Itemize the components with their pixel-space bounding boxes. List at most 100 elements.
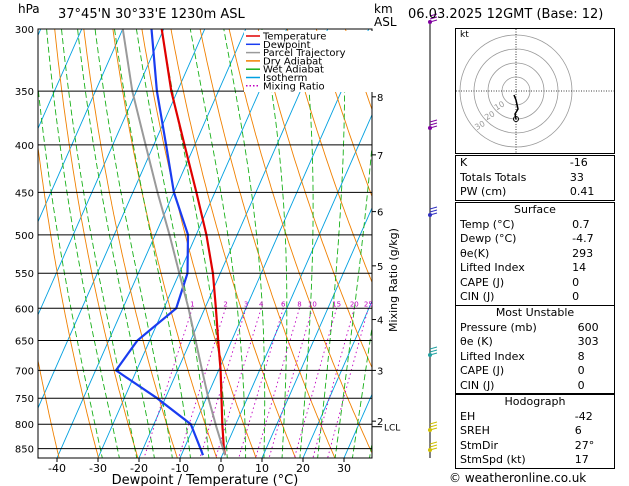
mu-value: 0 — [577, 364, 585, 377]
mixing-ratio-axis-title: Mixing Ratio (g/kg) — [387, 228, 400, 332]
pressure-tick-label: 850 — [15, 445, 34, 456]
mu-row: CIN (J) 0 — [456, 379, 615, 394]
hp-row: StmDir 27° — [456, 439, 615, 454]
dry-adiabat — [170, 29, 296, 458]
index-value: -16 — [569, 156, 588, 169]
dry-adiabat — [286, 29, 372, 284]
mixing-ratio-label: 20 — [350, 300, 359, 308]
wet-adiabat — [261, 29, 288, 458]
hp-row: StmSpd (kt) 17 — [456, 453, 615, 468]
wind-barb — [429, 441, 438, 445]
mu-row: θe (K) 303 — [456, 335, 615, 350]
most-unstable-table: Most Unstable Pressure (mb) 600 θe (K) 303… — [455, 305, 615, 394]
wind-barb — [429, 346, 438, 350]
isotherm-line — [38, 29, 124, 223]
wet-adiabat — [223, 29, 266, 458]
x-tick-label: 0 — [218, 462, 225, 475]
asl-label: ASL — [374, 15, 397, 29]
hp-label: StmSpd (kt) — [460, 453, 526, 466]
mixing-ratio-label: 10 — [308, 300, 317, 308]
wind-barb — [429, 424, 438, 428]
wet-adiabat — [299, 29, 314, 458]
wet-adiabat — [94, 29, 173, 458]
surface-value: 0 — [572, 290, 580, 303]
wind-barb — [429, 444, 438, 448]
surface-value: -4.7 — [572, 232, 594, 245]
hodograph-trace — [513, 94, 519, 120]
hodograph-ring-label: 20 — [483, 109, 496, 122]
wind-barb — [429, 421, 438, 425]
legend-label: Parcel Trajectory — [263, 48, 346, 59]
mixing-ratio-label: 2 — [223, 300, 227, 308]
mixing-ratio-label: 25 — [364, 300, 373, 308]
isotherm-line — [220, 113, 372, 458]
mu-label: CIN (J) — [460, 378, 495, 392]
dry-adiabat — [112, 29, 218, 458]
mixing-ratio-line — [143, 308, 193, 458]
index-value: 33 — [569, 170, 584, 184]
surface-label: Temp (°C) — [460, 217, 515, 231]
hodograph-params-title: Hodograph — [504, 395, 566, 408]
surface-title: Surface — [514, 203, 556, 216]
km-tick-label: 8 — [377, 93, 383, 104]
mu-label: Pressure (mb) — [460, 320, 537, 334]
surface-row: Temp (°C) 0.7 — [456, 218, 615, 233]
hodograph-kt-label: kt — [460, 30, 469, 40]
isotherm-line — [302, 300, 372, 458]
mu-value: 0 — [577, 378, 585, 392]
pressure-tick-label: 800 — [15, 420, 34, 431]
isotherm-line — [179, 29, 370, 458]
index-row: Totals Totals 33 — [456, 171, 615, 186]
dry-adiabat — [38, 143, 99, 458]
dry-adiabat — [315, 29, 372, 198]
wet-adiabat — [46, 29, 120, 458]
hpa-label: hPa — [18, 2, 40, 16]
isotherm-line — [38, 29, 83, 130]
datetime-label: 06.03.2025 12GMT (Base: 12) — [408, 7, 604, 22]
wind-barb — [429, 349, 438, 353]
wind-barb — [429, 206, 438, 210]
surface-row: CIN (J) 0 — [456, 290, 615, 305]
surface-label: CIN (J) — [460, 290, 495, 303]
dry-adiabat — [228, 29, 372, 454]
axis-labels: 1 2 3 4 6 8 10 15 20 2530035040045050055060065070… — [15, 25, 400, 486]
x-axis-title: Dewpoint / Temperature (°C) — [112, 473, 299, 486]
mixing-ratio-label: 15 — [332, 300, 341, 308]
plot-border — [37, 28, 373, 459]
x-tick-label: 10 — [255, 462, 269, 475]
mu-label: θe (K) — [460, 335, 493, 348]
legend-label: Temperature — [262, 32, 326, 43]
surface-value: 0.7 — [572, 217, 590, 231]
isotherm-line — [38, 29, 165, 316]
wet-adiabat — [161, 29, 228, 458]
location-label: 37°45'N 30°33'E 1230m ASL — [58, 7, 245, 22]
background-lines — [38, 29, 372, 458]
surface-value: 14 — [572, 261, 587, 274]
surface-row: Lifted Index 14 — [456, 261, 615, 276]
mixing-ratio-line — [238, 308, 284, 458]
wind-barb — [429, 209, 438, 213]
mu-value: 8 — [577, 349, 585, 363]
wet-adiabat — [61, 29, 138, 458]
x-tick-label: -30 — [89, 462, 107, 475]
hp-label: SREH — [460, 424, 490, 437]
dry-adiabat — [38, 357, 60, 458]
surface-row: CAPE (J) 0 — [456, 276, 615, 291]
surface-row: Dewp (°C) -4.7 — [456, 232, 615, 247]
hp-value: 6 — [574, 424, 582, 437]
wind-barb — [429, 427, 438, 431]
pressure-tick-label: 400 — [15, 141, 34, 152]
mu-row: CAPE (J) 0 — [456, 364, 615, 379]
index-label: K — [460, 156, 468, 169]
km-tick-label: 3 — [377, 366, 383, 377]
index-row: PW (cm) 0.41 — [456, 185, 615, 200]
legend-label: Mixing Ratio — [263, 81, 325, 92]
km-tick-label: 2 — [377, 417, 383, 428]
index-label: Totals Totals — [460, 170, 527, 184]
hp-value: 27° — [574, 438, 595, 452]
mu-label: CAPE (J) — [460, 364, 505, 377]
surface-label: θe(K) — [460, 246, 490, 260]
credit-link[interactable]: © weatheronline.co.uk — [449, 471, 587, 485]
dry-adiabat — [199, 29, 336, 458]
